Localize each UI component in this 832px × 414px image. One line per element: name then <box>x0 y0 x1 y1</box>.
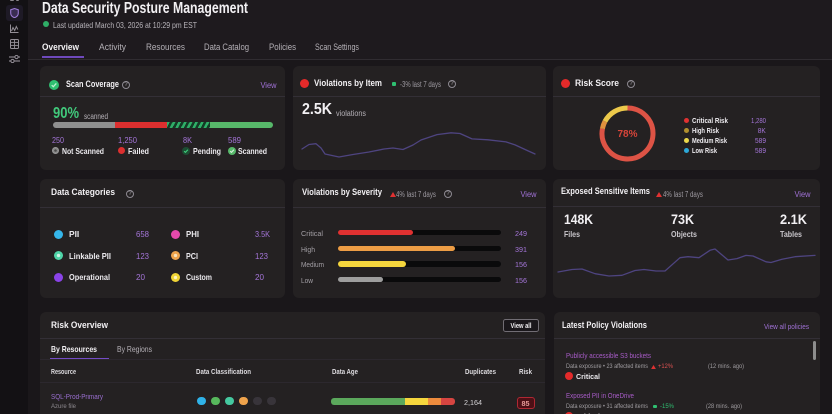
svg-text:78%: 78% <box>617 129 637 140</box>
